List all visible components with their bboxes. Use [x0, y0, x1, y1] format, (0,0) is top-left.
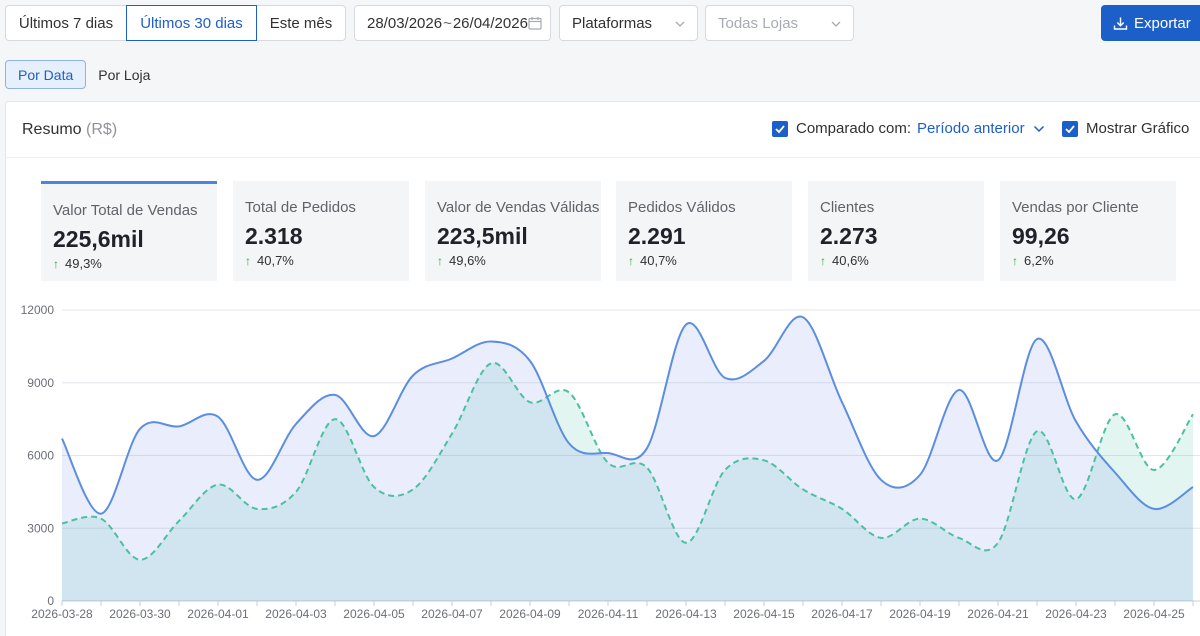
summary-header: Resumo (R$) Comparado com: Período anter… [6, 102, 1200, 158]
chevron-down-icon [1033, 125, 1044, 132]
kpi-change-value: 40,7% [640, 253, 677, 268]
kpi-label: Total de Pedidos [245, 199, 356, 216]
y-tick-label: 6000 [27, 449, 54, 463]
range-this-month[interactable]: Este mês [256, 5, 346, 41]
range-last-30-days[interactable]: Últimos 30 dias [126, 5, 257, 41]
arrow-up-icon: ↑ [820, 253, 826, 268]
kpi-card[interactable]: Valor Total de Vendas 225,6mil ↑ 49,3% [41, 181, 217, 281]
y-tick-label: 9000 [27, 376, 54, 390]
x-tick-label: 2026-04-05 [343, 607, 405, 621]
kpi-change-value: 49,3% [65, 256, 102, 271]
check-icon [1065, 125, 1075, 134]
x-tick-label: 2026-03-28 [31, 607, 93, 621]
current-period-line [61, 315, 1194, 515]
date-start: 28/03/2026 [367, 14, 443, 32]
y-tick-label: 0 [47, 594, 54, 608]
x-tick-label: 2026-04-11 [578, 607, 639, 621]
kpi-value: 2.273 [820, 223, 878, 249]
date-range-presets: Últimos 7 dias Últimos 30 dias Este mês [5, 5, 346, 41]
calendar-icon [528, 17, 542, 30]
summary-title-text: Resumo [22, 121, 82, 138]
summary-card: Resumo (R$) Comparado com: Período anter… [5, 101, 1200, 636]
date-end: 26/04/2026 [452, 14, 528, 32]
kpi-change: ↑ 49,3% [53, 256, 102, 271]
show-chart-label: Mostrar Gráfico [1086, 120, 1190, 137]
platforms-select[interactable]: Plataformas [559, 5, 698, 41]
kpi-change: ↑ 49,6% [437, 253, 486, 268]
tab-by-date[interactable]: Por Data [5, 60, 87, 89]
x-tick-label: 2026-04-25 [1123, 607, 1185, 621]
summary-unit: (R$) [86, 121, 118, 138]
tab-by-store[interactable]: Por Loja [98, 66, 151, 83]
y-tick-label: 3000 [27, 521, 54, 535]
compare-period-select[interactable]: Período anterior [917, 120, 1045, 137]
kpi-label: Vendas por Cliente [1012, 199, 1139, 216]
compare-label: Comparado com: [796, 120, 912, 137]
summary-title: Resumo (R$) [22, 121, 117, 139]
kpi-change-value: 49,6% [449, 253, 486, 268]
arrow-up-icon: ↑ [53, 256, 59, 271]
arrow-up-icon: ↑ [437, 253, 443, 268]
current-period-area [62, 316, 1193, 601]
export-button[interactable]: Exportar [1101, 5, 1200, 41]
kpi-value: 99,26 [1012, 223, 1070, 249]
kpi-label: Valor Total de Vendas [53, 202, 198, 219]
view-tabs: Por Data Por Loja [5, 60, 162, 89]
platforms-select-value: Plataformas [572, 14, 653, 32]
show-chart-checkbox[interactable] [1062, 121, 1078, 137]
kpi-change: ↑ 40,7% [245, 253, 294, 268]
x-tick-label: 2026-04-19 [889, 607, 951, 621]
date-range-picker[interactable]: 28/03/2026 ~ 26/04/2026 [354, 5, 551, 41]
x-tick-label: 2026-04-01 [187, 607, 249, 621]
kpi-change: ↑ 40,7% [628, 253, 677, 268]
kpi-value: 223,5mil [437, 223, 528, 249]
x-tick-label: 2026-04-13 [655, 607, 717, 621]
check-icon [775, 125, 785, 134]
y-tick-label: 12000 [21, 303, 55, 317]
export-label: Exportar [1134, 14, 1191, 32]
x-tick-label: 2026-04-07 [421, 607, 483, 621]
kpi-value: 2.318 [245, 223, 303, 249]
kpi-change-value: 40,6% [832, 253, 869, 268]
kpi-value: 2.291 [628, 223, 686, 249]
kpi-label: Clientes [820, 199, 875, 216]
stores-select[interactable]: Todas Lojas [705, 5, 854, 41]
x-tick-label: 2026-04-15 [733, 607, 795, 621]
kpi-change: ↑ 40,6% [820, 253, 869, 268]
x-tick-label: 2026-04-03 [265, 607, 327, 621]
kpi-change: ↑ 6,2% [1012, 253, 1054, 268]
kpi-value: 225,6mil [53, 226, 144, 252]
compare-period-value: Período anterior [917, 120, 1025, 137]
kpi-card[interactable]: Vendas por Cliente 99,26 ↑ 6,2% [1000, 181, 1176, 281]
previous-period-area [62, 362, 1193, 601]
previous-period-line [61, 362, 1194, 561]
chevron-down-icon [675, 21, 685, 27]
kpi-label: Valor de Vendas Válidas [437, 199, 600, 216]
kpi-change-value: 6,2% [1024, 253, 1054, 268]
arrow-up-icon: ↑ [1012, 253, 1018, 268]
arrow-up-icon: ↑ [628, 253, 634, 268]
kpi-card[interactable]: Clientes 2.273 ↑ 40,6% [808, 181, 984, 281]
x-tick-label: 2026-04-23 [1045, 607, 1107, 621]
kpi-card[interactable]: Valor de Vendas Válidas 223,5mil ↑ 49,6% [425, 181, 601, 281]
download-icon [1113, 17, 1128, 30]
range-last-7-days[interactable]: Últimos 7 dias [5, 5, 127, 41]
x-tick-label: 2026-04-17 [811, 607, 873, 621]
x-tick-label: 2026-03-30 [109, 607, 171, 621]
x-tick-label: 2026-04-21 [967, 607, 1029, 621]
arrow-up-icon: ↑ [245, 253, 251, 268]
kpi-card[interactable]: Total de Pedidos 2.318 ↑ 40,7% [233, 181, 409, 281]
x-tick-label: 2026-04-09 [499, 607, 561, 621]
date-separator: ~ [443, 14, 452, 32]
kpi-card[interactable]: Pedidos Válidos 2.291 ↑ 40,7% [616, 181, 792, 281]
kpi-label: Pedidos Válidos [628, 199, 736, 216]
stores-select-placeholder: Todas Lojas [718, 14, 799, 32]
compare-checkbox[interactable] [772, 121, 788, 137]
chevron-down-icon [831, 21, 841, 27]
sales-area-chart[interactable]: 0 3000 6000 9000 12000 2026-03-28 2026-03-30 20… [0, 300, 1200, 636]
kpi-change-value: 40,7% [257, 253, 294, 268]
